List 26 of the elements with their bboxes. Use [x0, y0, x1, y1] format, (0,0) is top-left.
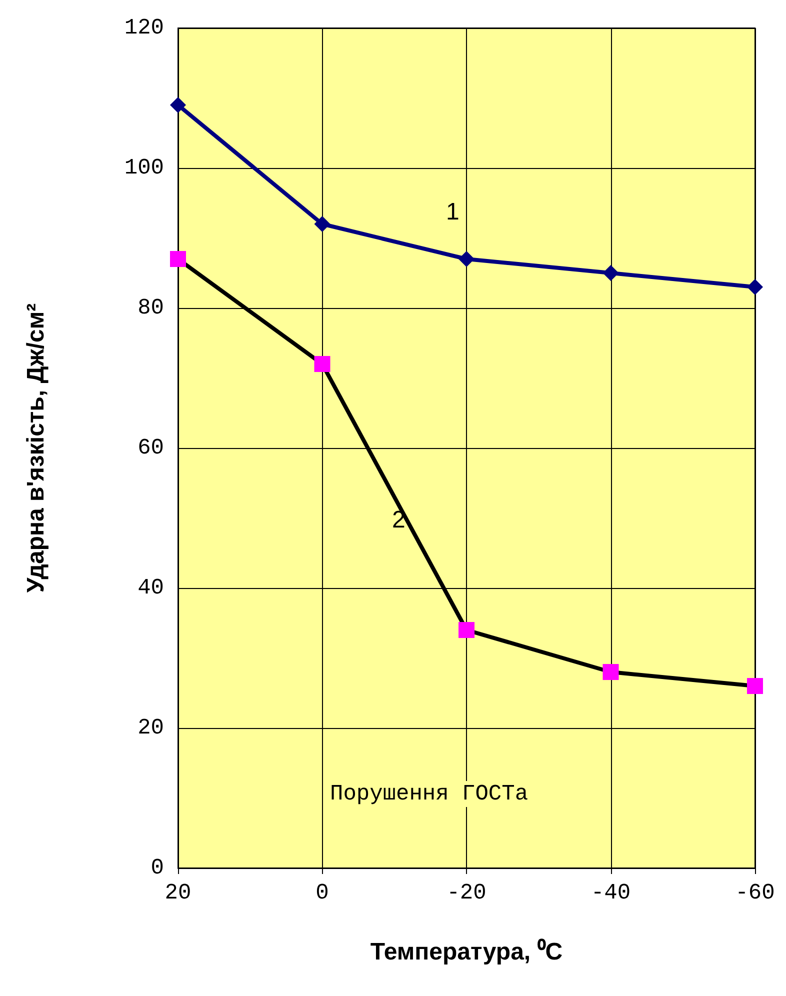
y-tick-label: 80	[138, 296, 164, 320]
point	[170, 251, 186, 267]
point	[314, 216, 330, 232]
x-tick-label: 0	[316, 880, 329, 906]
point	[314, 356, 330, 372]
y-tick-label: 100	[124, 156, 164, 180]
point	[170, 97, 186, 113]
x-tick-label: -40	[590, 880, 631, 906]
x-axis-title: Температура, ⁰C	[370, 938, 563, 966]
point	[602, 664, 619, 680]
annotation: Порушення ГОСТа	[330, 782, 528, 806]
y-tick-label: 60	[138, 436, 164, 460]
point	[458, 622, 474, 638]
y-tick-label: 0	[150, 856, 164, 880]
x-tick-label: 20	[164, 880, 192, 906]
y-axis-title: Ударна в'язкість, Дж/см²	[22, 303, 50, 593]
point	[747, 678, 763, 694]
point	[602, 265, 619, 281]
x-tick-label: -60	[735, 880, 775, 906]
y-tick-label: 120	[124, 16, 164, 40]
y-tick-label: 20	[138, 716, 164, 740]
point	[458, 251, 474, 267]
annotation: 1	[446, 198, 460, 226]
y-tick-label: 40	[138, 576, 164, 600]
point	[747, 279, 763, 295]
x-tick-label: -20	[446, 880, 486, 906]
